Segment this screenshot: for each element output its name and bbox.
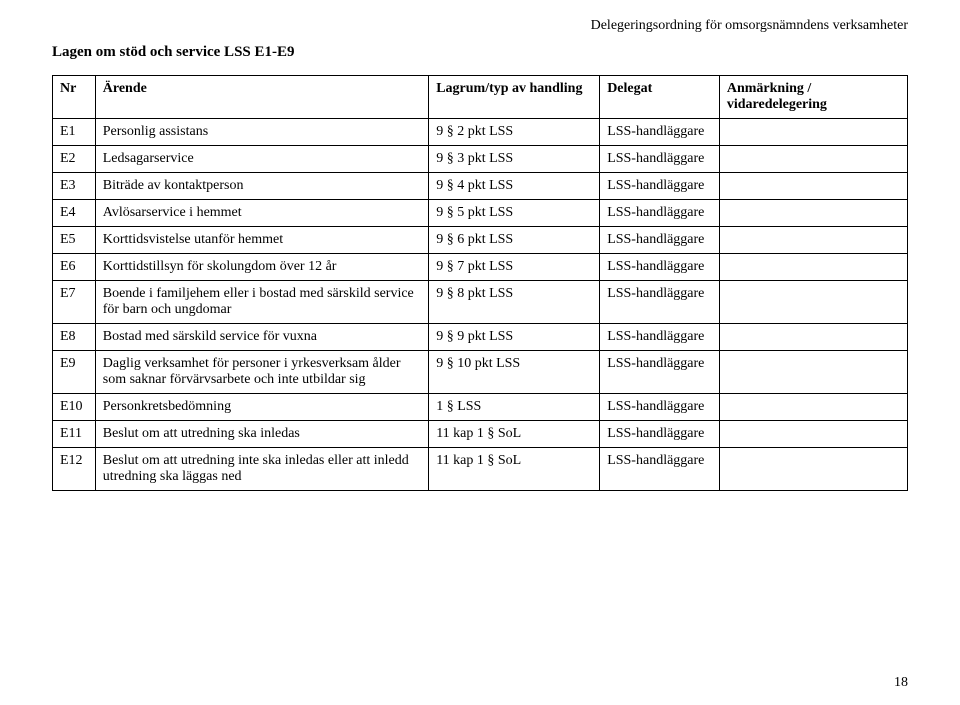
cell-nr: E10 bbox=[53, 394, 96, 421]
table-row: E6 Korttidstillsyn för skolungdom över 1… bbox=[53, 254, 908, 281]
col-header-delegat: Delegat bbox=[600, 76, 720, 119]
table-row: E12 Beslut om att utredning inte ska inl… bbox=[53, 448, 908, 491]
cell-delegat: LSS-handläggare bbox=[600, 351, 720, 394]
cell-anm bbox=[719, 254, 907, 281]
cell-delegat: LSS-handläggare bbox=[600, 227, 720, 254]
cell-anm bbox=[719, 351, 907, 394]
section-title: Lagen om stöd och service LSS E1-E9 bbox=[52, 44, 908, 61]
cell-delegat: LSS-handläggare bbox=[600, 394, 720, 421]
cell-arende: Avlösarservice i hemmet bbox=[95, 200, 428, 227]
cell-nr: E11 bbox=[53, 421, 96, 448]
page-number: 18 bbox=[894, 675, 908, 691]
table-row: E3 Biträde av kontaktperson 9 § 4 pkt LS… bbox=[53, 173, 908, 200]
cell-lagrum: 9 § 6 pkt LSS bbox=[429, 227, 600, 254]
cell-delegat: LSS-handläggare bbox=[600, 448, 720, 491]
cell-anm bbox=[719, 146, 907, 173]
table-row: E2 Ledsagarservice 9 § 3 pkt LSS LSS-han… bbox=[53, 146, 908, 173]
cell-arende: Korttidsvistelse utanför hemmet bbox=[95, 227, 428, 254]
cell-arende: Korttidstillsyn för skolungdom över 12 å… bbox=[95, 254, 428, 281]
table-row: E7 Boende i familjehem eller i bostad me… bbox=[53, 281, 908, 324]
cell-lagrum: 9 § 10 pkt LSS bbox=[429, 351, 600, 394]
cell-nr: E9 bbox=[53, 351, 96, 394]
cell-nr: E12 bbox=[53, 448, 96, 491]
cell-lagrum: 11 kap 1 § SoL bbox=[429, 421, 600, 448]
table-header-row: Nr Ärende Lagrum/typ av handling Delegat… bbox=[53, 76, 908, 119]
cell-anm bbox=[719, 421, 907, 448]
table-row: E5 Korttidsvistelse utanför hemmet 9 § 6… bbox=[53, 227, 908, 254]
cell-anm bbox=[719, 324, 907, 351]
cell-anm bbox=[719, 200, 907, 227]
table-row: E1 Personlig assistans 9 § 2 pkt LSS LSS… bbox=[53, 119, 908, 146]
col-header-lagrum: Lagrum/typ av handling bbox=[429, 76, 600, 119]
cell-anm bbox=[719, 227, 907, 254]
cell-arende: Boende i familjehem eller i bostad med s… bbox=[95, 281, 428, 324]
col-header-arende: Ärende bbox=[95, 76, 428, 119]
cell-nr: E6 bbox=[53, 254, 96, 281]
delegation-table: Nr Ärende Lagrum/typ av handling Delegat… bbox=[52, 75, 908, 491]
table-body: E1 Personlig assistans 9 § 2 pkt LSS LSS… bbox=[53, 119, 908, 491]
table-row: E4 Avlösarservice i hemmet 9 § 5 pkt LSS… bbox=[53, 200, 908, 227]
cell-arende: Biträde av kontaktperson bbox=[95, 173, 428, 200]
running-head: Delegeringsordning för omsorgsnämndens v… bbox=[52, 18, 908, 34]
cell-delegat: LSS-handläggare bbox=[600, 254, 720, 281]
cell-lagrum: 9 § 2 pkt LSS bbox=[429, 119, 600, 146]
cell-lagrum: 9 § 5 pkt LSS bbox=[429, 200, 600, 227]
col-header-nr: Nr bbox=[53, 76, 96, 119]
cell-arende: Ledsagarservice bbox=[95, 146, 428, 173]
page-container: Delegeringsordning för omsorgsnämndens v… bbox=[0, 0, 960, 705]
cell-lagrum: 9 § 8 pkt LSS bbox=[429, 281, 600, 324]
cell-arende: Bostad med särskild service för vuxna bbox=[95, 324, 428, 351]
cell-nr: E3 bbox=[53, 173, 96, 200]
cell-arende: Beslut om att utredning inte ska inledas… bbox=[95, 448, 428, 491]
cell-lagrum: 11 kap 1 § SoL bbox=[429, 448, 600, 491]
cell-nr: E2 bbox=[53, 146, 96, 173]
cell-lagrum: 9 § 9 pkt LSS bbox=[429, 324, 600, 351]
table-row: E10 Personkretsbedömning 1 § LSS LSS-han… bbox=[53, 394, 908, 421]
cell-nr: E5 bbox=[53, 227, 96, 254]
cell-delegat: LSS-handläggare bbox=[600, 200, 720, 227]
cell-delegat: LSS-handläggare bbox=[600, 281, 720, 324]
cell-lagrum: 9 § 3 pkt LSS bbox=[429, 146, 600, 173]
cell-delegat: LSS-handläggare bbox=[600, 421, 720, 448]
cell-delegat: LSS-handläggare bbox=[600, 119, 720, 146]
cell-delegat: LSS-handläggare bbox=[600, 324, 720, 351]
cell-lagrum: 9 § 7 pkt LSS bbox=[429, 254, 600, 281]
cell-arende: Personkretsbedömning bbox=[95, 394, 428, 421]
cell-arende: Daglig verksamhet för personer i yrkesve… bbox=[95, 351, 428, 394]
table-row: E9 Daglig verksamhet för personer i yrke… bbox=[53, 351, 908, 394]
col-header-anm: Anmärkning / vidaredelegering bbox=[719, 76, 907, 119]
cell-arende: Beslut om att utredning ska inledas bbox=[95, 421, 428, 448]
table-row: E11 Beslut om att utredning ska inledas … bbox=[53, 421, 908, 448]
cell-anm bbox=[719, 448, 907, 491]
table-row: E8 Bostad med särskild service för vuxna… bbox=[53, 324, 908, 351]
cell-delegat: LSS-handläggare bbox=[600, 173, 720, 200]
cell-anm bbox=[719, 281, 907, 324]
cell-nr: E7 bbox=[53, 281, 96, 324]
cell-lagrum: 1 § LSS bbox=[429, 394, 600, 421]
cell-anm bbox=[719, 173, 907, 200]
cell-anm bbox=[719, 394, 907, 421]
cell-anm bbox=[719, 119, 907, 146]
cell-nr: E1 bbox=[53, 119, 96, 146]
cell-delegat: LSS-handläggare bbox=[600, 146, 720, 173]
cell-arende: Personlig assistans bbox=[95, 119, 428, 146]
cell-lagrum: 9 § 4 pkt LSS bbox=[429, 173, 600, 200]
cell-nr: E4 bbox=[53, 200, 96, 227]
cell-nr: E8 bbox=[53, 324, 96, 351]
